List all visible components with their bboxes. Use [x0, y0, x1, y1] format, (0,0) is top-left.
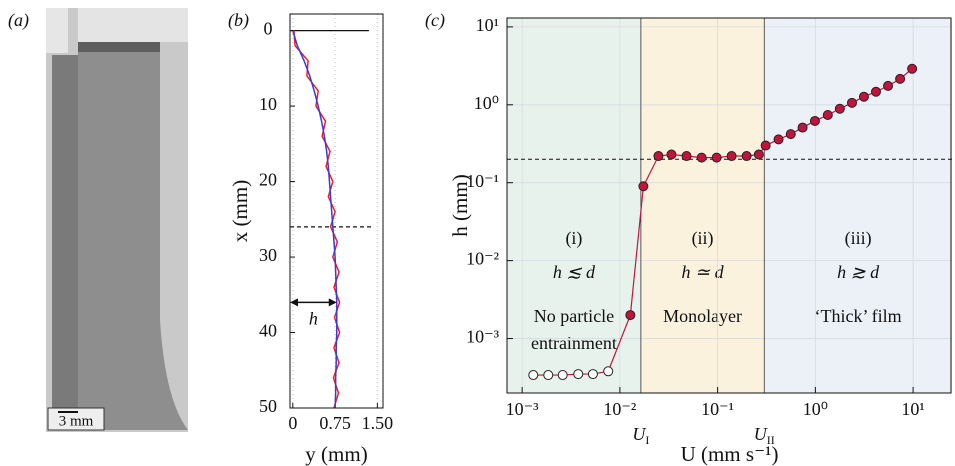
region-label: h ≲ d: [553, 262, 596, 282]
data-point: [858, 91, 869, 102]
region-label: (iii): [845, 228, 872, 249]
x-axis-label: x (mm): [228, 180, 252, 242]
y-tick-label: 10⁻³: [466, 327, 500, 347]
region-label: h ≳ d: [837, 262, 880, 282]
x-tick-label: 10⁰: [803, 399, 828, 419]
data-point: [528, 370, 539, 381]
region-label: No particle: [534, 306, 614, 326]
x-tick-label: 20: [259, 170, 277, 190]
x-tick-label: 0: [264, 19, 273, 39]
panel-label: (b): [228, 10, 249, 31]
region-label: (i): [565, 228, 582, 249]
x-tick-label: 50: [259, 396, 277, 416]
x-tick-label: 30: [259, 245, 277, 265]
x-tick-label: 40: [259, 321, 277, 341]
data-point: [809, 115, 820, 126]
region-label: h ≃ d: [682, 262, 725, 282]
regime-label-main: U: [754, 424, 768, 444]
data-point: [834, 103, 845, 114]
data-point: [603, 366, 614, 377]
data-point: [638, 181, 649, 192]
data-point: [666, 149, 677, 160]
photo: 3 mm (a): [8, 8, 188, 432]
data-point: [653, 151, 664, 162]
data-point: [696, 152, 707, 163]
y-tick-label: 10⁰: [474, 93, 499, 113]
x-tick-label: 10: [259, 94, 277, 114]
data-point: [587, 369, 598, 380]
data-point: [883, 80, 894, 91]
plot-frame: [506, 17, 952, 394]
photo-glass: [78, 8, 188, 42]
photo-glass: [46, 8, 68, 53]
data-point: [846, 97, 857, 108]
region: [764, 18, 952, 393]
data-point: [543, 370, 554, 381]
data-point: [711, 152, 722, 163]
region-label: Monolayer: [663, 306, 742, 326]
data-point: [870, 86, 881, 97]
plot-frame: [289, 13, 384, 409]
x-tick-label: 10⁻²: [603, 399, 636, 419]
data-point: [785, 129, 796, 140]
data-point: [741, 151, 752, 162]
profile-line: [292, 30, 338, 409]
regime-label-sub: I: [645, 433, 649, 447]
data-point: [681, 151, 692, 162]
data-point: [557, 370, 568, 381]
scale-bar-label: 3 mm: [59, 413, 94, 429]
annotation: h: [309, 308, 318, 328]
data-point: [822, 109, 833, 120]
data-point: [895, 73, 906, 84]
regime-label: UI: [632, 424, 649, 447]
data-point: [625, 310, 636, 321]
region: [640, 18, 765, 393]
y-tick-label: 0: [288, 413, 297, 433]
x-tick-label: 10⁻¹: [701, 399, 734, 419]
y-tick-label: 10⁻²: [466, 249, 499, 269]
data-point: [773, 134, 784, 145]
data-point: [573, 369, 584, 380]
y-tick-label: 10⁻¹: [466, 171, 499, 191]
x-axis-label: U (mm s⁻¹): [681, 442, 779, 466]
panel-label: (c): [425, 10, 445, 31]
region-label: entrainment: [531, 333, 617, 353]
photo-film: [78, 42, 188, 430]
data-point: [753, 149, 764, 160]
panel-label: (a): [8, 10, 29, 31]
y-tick-label: 1.50: [362, 413, 394, 433]
regime-label: UII: [754, 424, 775, 447]
photo-plate: [52, 55, 78, 430]
region-label: (ii): [692, 228, 714, 249]
photo-edge: [78, 42, 160, 52]
x-tick-label: 10¹: [901, 399, 924, 419]
data-point: [760, 140, 771, 151]
region: [507, 18, 641, 393]
data-point: [726, 151, 737, 162]
scale-bar-box: [47, 407, 105, 431]
regime-label-main: U: [632, 424, 646, 444]
y-tick-label: 10¹: [476, 15, 499, 35]
data-point: [907, 63, 918, 74]
y-axis-label: y (mm): [305, 442, 367, 466]
region-label: ‘Thick’ film: [815, 306, 902, 326]
y-tick-label: 0.75: [319, 413, 351, 433]
regime-label-sub: II: [767, 433, 775, 447]
y-axis-label: h (mm): [448, 174, 472, 236]
x-tick-label: 10⁻³: [506, 399, 540, 419]
data-point: [797, 122, 808, 133]
